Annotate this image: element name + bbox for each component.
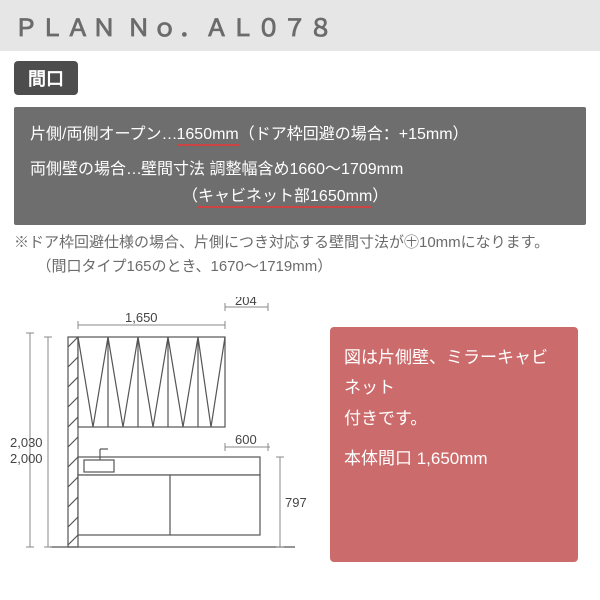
spec-1-emph: 1650mm bbox=[177, 126, 239, 146]
spec-line-3: （キャビネット部1650mm） bbox=[30, 183, 570, 210]
note-line-2: （間口タイプ165のとき、1670～1719mm） bbox=[14, 255, 586, 279]
dim-total-h: 2,030 bbox=[10, 435, 43, 450]
plan-title: ＰＬＡＮ Ｎｏ．ＡＬ０７８ bbox=[14, 15, 335, 42]
spec-1-dots: … bbox=[162, 126, 177, 143]
note-block: ※ドア枠回避仕様の場合、片側につき対応する壁間寸法が㊉10mmになります。 （間… bbox=[14, 231, 586, 279]
dim-width: 1,650 bbox=[125, 310, 158, 325]
callout-line-1: 図は片側壁、ミラーキャビネット bbox=[344, 343, 564, 404]
spec-2-rest: 壁間寸法 調整幅含め1660～1709mm bbox=[141, 161, 403, 178]
spec-1-prefix: 片側/両側オープン bbox=[30, 126, 162, 143]
spec-line-2: 両側壁の場合…壁間寸法 調整幅含め1660～1709mm bbox=[30, 156, 570, 183]
spec-2-prefix: 両側壁の場合 bbox=[30, 161, 126, 178]
title-bar: ＰＬＡＮ Ｎｏ．ＡＬ０７８ bbox=[0, 0, 600, 51]
callout-1a: 図は片側壁、 bbox=[344, 348, 446, 367]
spec-2-dots: … bbox=[126, 161, 141, 178]
spec-line-1: 片側/両側オープン…1650mm（ドア枠回避の場合：+15mm） bbox=[30, 121, 570, 148]
drawing-callout: 図は片側壁、ミラーキャビネット 付きです。 本体間口 1,650mm bbox=[330, 327, 578, 562]
spec-1-suffix: （ドア枠回避の場合：+15mm） bbox=[239, 126, 469, 143]
page: { "title": "ＰＬＡＮ Ｎｏ．ＡＬ０７８", "tag": "間口",… bbox=[0, 0, 600, 600]
spec-3-emph: キャビネット部1650mm bbox=[198, 188, 372, 208]
section-tag: 間口 bbox=[14, 61, 78, 95]
spec-panel: 片側/両側オープン…1650mm（ドア枠回避の場合：+15mm） 両側壁の場合…… bbox=[14, 107, 586, 225]
note-line-1: ※ドア枠回避仕様の場合、片側につき対応する壁間寸法が㊉10mmになります。 bbox=[14, 231, 586, 255]
dim-body-h: 2,000 bbox=[10, 451, 43, 466]
dim-counter-h: 797 bbox=[285, 495, 307, 510]
tag-row: 間口 bbox=[0, 51, 600, 101]
spec-3-suffix: ） bbox=[372, 188, 388, 205]
dim-shelf: 600 bbox=[235, 432, 257, 447]
callout-line-3: 本体間口 1,650mm bbox=[344, 444, 564, 475]
lower-row: 204 1,650 bbox=[10, 297, 590, 562]
dim-depth: 204 bbox=[235, 297, 257, 308]
elevation-drawing: 204 1,650 bbox=[10, 297, 310, 562]
spec-3-prefix: （ bbox=[182, 188, 198, 205]
callout-line-2: 付きです。 bbox=[344, 404, 564, 435]
drawing-svg: 204 1,650 bbox=[10, 297, 310, 562]
